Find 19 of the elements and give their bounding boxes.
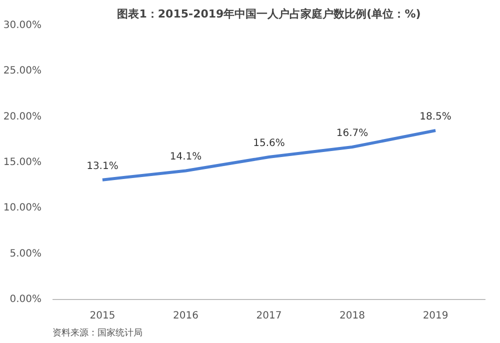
y-tick-label: 20.00% [3,111,42,122]
y-tick-label: 30.00% [3,20,42,31]
chart-title: 图表1：2015-2019年中国一人户占家庭户数比例(单位：%) [117,8,421,20]
y-tick-label: 15.00% [3,157,42,168]
y-tick-label: 0.00% [10,294,42,305]
y-tick-label: 25.00% [3,66,42,77]
x-tick-label: 2017 [256,310,282,322]
x-tick-label: 2018 [340,310,365,322]
y-tick-label: 10.00% [3,202,42,214]
data-label: 16.7% [336,128,368,139]
x-tick-label: 2015 [90,310,116,322]
data-label: 14.1% [170,152,202,163]
y-tick-label: 5.00% [10,248,42,260]
data-label: 15.6% [253,138,285,150]
data-label: 18.5% [420,112,452,123]
x-tick-label: 2019 [422,310,448,322]
text: 资料来源：国家统计局 [52,328,142,338]
data-label: 13.1% [86,160,118,172]
x-tick-label: 2016 [173,310,198,322]
